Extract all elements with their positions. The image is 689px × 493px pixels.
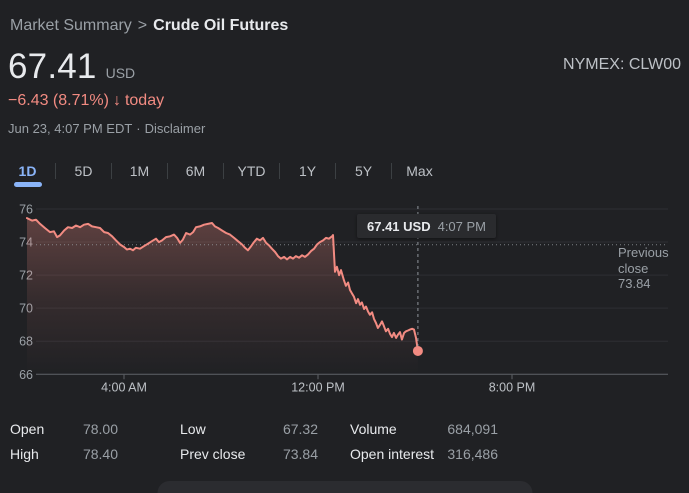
timestamp-row: Jun 23, 4:07 PM EDT · Disclaimer bbox=[8, 121, 205, 136]
tab-1d[interactable]: 1D bbox=[0, 153, 55, 188]
quote-timestamp: Jun 23, 4:07 PM EDT bbox=[8, 121, 133, 136]
tab-1y[interactable]: 1Y bbox=[280, 153, 335, 188]
stat-value: 73.84 bbox=[282, 445, 318, 462]
breadcrumb: Market Summary > Crude Oil Futures bbox=[10, 17, 288, 35]
tab-label: Max bbox=[406, 162, 433, 179]
stat-row-open-interest: Open interest 316,486 bbox=[350, 441, 498, 466]
tab-5y[interactable]: 5Y bbox=[336, 153, 391, 188]
arrow-down-icon: ↓ bbox=[112, 92, 121, 109]
stats-column: Low 67.32 Prev close 73.84 bbox=[180, 416, 318, 466]
currency-label: USD bbox=[105, 65, 136, 81]
stat-label: Volume bbox=[350, 420, 397, 437]
price-change-value: −6.43 (8.71%) bbox=[8, 92, 109, 109]
tab-divider bbox=[391, 162, 392, 179]
tab-divider bbox=[111, 162, 112, 179]
price-chart-area[interactable]: 66 68 70 72 74 76 4:00 AM 12:00 PM 8:00 PM bbox=[0, 195, 689, 400]
tab-1m[interactable]: 1M bbox=[112, 153, 167, 188]
tab-label: 5Y bbox=[354, 162, 373, 179]
stat-row-volume: Volume 684,091 bbox=[350, 416, 498, 441]
stat-label: High bbox=[10, 445, 39, 462]
page-title: Crude Oil Futures bbox=[153, 17, 289, 34]
stat-label: Open bbox=[10, 420, 45, 437]
stat-value: 78.00 bbox=[82, 420, 118, 437]
previous-close-value: 73.84 bbox=[618, 276, 651, 291]
tab-max[interactable]: Max bbox=[392, 153, 447, 188]
x-axis-tick-label: 12:00 PM bbox=[291, 381, 345, 395]
tooltip-price: 67.41 USD bbox=[367, 218, 431, 234]
stat-value: 316,486 bbox=[447, 445, 498, 462]
price-area-fill bbox=[27, 218, 418, 375]
disclaimer-link[interactable]: Disclaimer bbox=[144, 121, 206, 136]
last-price-dot bbox=[412, 345, 423, 356]
stat-value: 684,091 bbox=[447, 420, 498, 437]
tab-divider bbox=[223, 162, 224, 179]
previous-close-annotation: Previous close 73.84 bbox=[618, 245, 680, 292]
price-line bbox=[26, 217, 419, 352]
price-change-period: today bbox=[124, 92, 165, 109]
tab-divider bbox=[55, 162, 56, 179]
tooltip-time: 4:07 PM bbox=[437, 218, 487, 234]
tab-label: 1D bbox=[18, 162, 37, 179]
stat-row-prev-close: Prev close 73.84 bbox=[180, 441, 318, 466]
tab-divider bbox=[335, 162, 336, 179]
dot-separator: · bbox=[136, 121, 141, 136]
price-change-row: −6.43 (8.71%) ↓ today bbox=[8, 92, 164, 110]
x-axis-tick-label: 8:00 PM bbox=[489, 381, 536, 395]
stat-label: Prev close bbox=[180, 445, 246, 462]
stat-label: Open interest bbox=[350, 445, 435, 462]
current-price: 67.41 bbox=[8, 47, 97, 86]
key-stats-table: Open 78.00 High 78.40 Low 67.32 Prev close 73.8… bbox=[10, 416, 498, 466]
breadcrumb-separator: > bbox=[137, 17, 148, 34]
tab-label: 5D bbox=[74, 162, 93, 179]
tab-divider bbox=[167, 162, 168, 179]
tab-label: YTD bbox=[237, 162, 266, 179]
stat-label: Low bbox=[180, 420, 206, 437]
stat-value: 67.32 bbox=[282, 420, 318, 437]
stat-row-open: Open 78.00 bbox=[10, 416, 118, 441]
x-axis-tick-label: 4:00 AM bbox=[101, 381, 147, 395]
stat-row-low: Low 67.32 bbox=[180, 416, 318, 441]
time-range-tabs: 1D 5D 1M 6M YTD 1Y 5Y Max bbox=[0, 153, 447, 188]
exchange-symbol: NYMEX: CLW00 bbox=[563, 56, 681, 73]
stats-column: Volume 684,091 Open interest 316,486 bbox=[350, 416, 498, 466]
tab-label: 6M bbox=[185, 162, 206, 179]
tab-5d[interactable]: 5D bbox=[56, 153, 111, 188]
y-axis-tick-label: 76 bbox=[19, 203, 33, 217]
selected-tab-underline bbox=[13, 182, 42, 187]
tab-divider bbox=[279, 162, 280, 179]
stats-column: Open 78.00 High 78.40 bbox=[10, 416, 118, 466]
tab-label: 1Y bbox=[298, 162, 317, 179]
tab-6m[interactable]: 6M bbox=[168, 153, 223, 188]
breadcrumb-market-summary-link[interactable]: Market Summary bbox=[10, 17, 132, 34]
tab-label: 1M bbox=[129, 162, 150, 179]
tab-ytd[interactable]: YTD bbox=[224, 153, 279, 188]
previous-close-label: Previous close bbox=[618, 245, 669, 276]
stat-row-high: High 78.40 bbox=[10, 441, 118, 466]
quote-price-row: 67.41 USD bbox=[8, 49, 135, 85]
stat-value: 78.40 bbox=[82, 445, 118, 462]
bottom-sheet-handle bbox=[157, 481, 532, 493]
chart-tooltip: 67.41 USD 4:07 PM bbox=[357, 214, 497, 238]
